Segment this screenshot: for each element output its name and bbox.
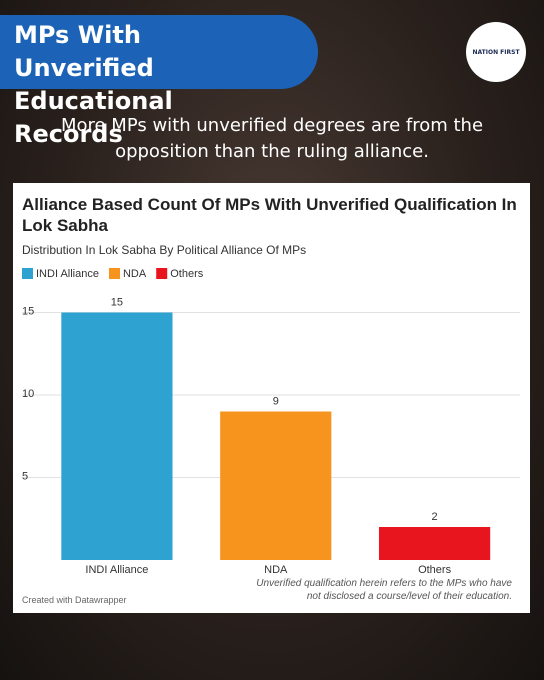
headline: MPs With Unverified Educational Records (14, 21, 173, 148)
x-tick-label: NDA (264, 564, 288, 576)
bar (378, 527, 491, 560)
y-tick-label: 5 (22, 470, 28, 482)
legend-label: Others (170, 268, 204, 280)
y-tick-label: 15 (22, 305, 34, 317)
legend-swatch (156, 268, 168, 279)
value-label: 9 (273, 395, 279, 407)
y-tick-label: 10 (22, 388, 34, 400)
headline-subtitle: More MPs with unverified degrees are fro… (60, 115, 484, 162)
credit: Created with Datawrapper (22, 595, 127, 605)
bar (61, 312, 173, 560)
chart-subtitle: Distribution In Lok Sabha By Political A… (22, 243, 307, 257)
logo: NATION FIRST (466, 22, 526, 82)
legend-label: INDI Alliance (36, 268, 99, 280)
legend-label: NDA (123, 268, 147, 280)
value-label: 15 (111, 296, 123, 308)
chart-title: Alliance Based Count Of MPs With Unverif… (22, 195, 517, 235)
legend-swatch (108, 268, 120, 279)
legend-swatch (22, 268, 33, 279)
value-label: 2 (432, 511, 438, 523)
bar (220, 411, 332, 560)
x-tick-label: INDI Alliance (85, 564, 148, 576)
banner: MPs With Unverified Educational Records (0, 15, 318, 148)
chart-note: Unverified qualification herein refers t… (256, 578, 512, 602)
x-tick-label: Others (418, 564, 452, 576)
